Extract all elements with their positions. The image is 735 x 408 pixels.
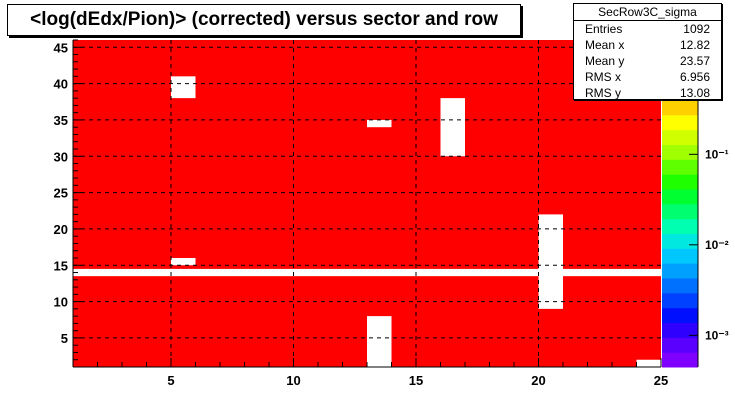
chart-title: <log(dEdx/Pion)> (corrected) versus sect… [30,9,498,30]
color-scale-label: 10⁻³ [705,328,729,342]
color-scale-segment [662,174,698,190]
stats-rmsx-label: RMS x [585,70,621,84]
y-tick-label: 45 [54,40,68,55]
y-tick-label: 25 [54,186,68,201]
stats-row-meanx: Mean x 12.82 [574,37,721,53]
color-scale-segment [662,307,698,323]
color-scale-segment [662,218,698,234]
stats-meanx-label: Mean x [585,38,625,52]
x-tick-label: 20 [531,373,545,388]
empty-bin [367,316,392,367]
empty-bin [538,214,563,309]
stats-rmsy-label: RMS y [585,86,621,100]
y-tick-label: 5 [61,331,68,346]
x-tick-label: 10 [286,373,300,388]
chart-title-box: <log(dEdx/Pion)> (corrected) versus sect… [7,4,521,36]
color-scale-label: 10⁻² [705,238,729,252]
color-scale-segment [662,278,698,294]
color-scale-segment [662,189,698,205]
stats-box: SecRow3C_sigma Entries 1092 Mean x 12.82… [573,3,722,100]
color-scale-segment [662,292,698,309]
stats-rmsy-value: 13.08 [679,86,710,100]
color-scale-segment [662,114,698,131]
x-tick-label: 5 [167,373,174,388]
color-scale-segment [662,144,698,160]
color-scale-segment [662,352,698,368]
y-tick-label: 40 [54,77,68,92]
y-tick-label: 10 [54,295,68,310]
y-tick-label: 20 [54,222,68,237]
empty-bin [73,268,661,277]
y-tick-label: 15 [54,258,68,273]
color-scale-segment [662,337,698,353]
stats-row-entries: Entries 1092 [574,21,721,37]
color-scale-segment [662,100,698,116]
color-scale-segment [662,203,698,220]
y-tick-label: 30 [54,149,68,164]
stats-rmsx-value: 6.956 [679,70,710,84]
empty-bin [440,98,465,157]
stats-entries-value: 1092 [683,22,710,36]
empty-bin [171,76,196,99]
x-tick-label: 25 [654,373,668,388]
x-tick-label: 15 [409,373,423,388]
empty-bin [367,119,392,128]
stats-row-rmsx: RMS x 6.956 [574,69,721,85]
stats-name: SecRow3C_sigma [574,4,721,21]
empty-bin [636,359,661,367]
color-scale-label: 10⁻¹ [705,147,729,161]
plot-area: 5 10 15 20 25 5 10 15 20 25 30 35 40 45 [54,39,668,388]
y-tick-label: 35 [54,113,68,128]
stats-row-meany: Mean y 23.57 [574,53,721,69]
stats-meanx-value: 12.82 [679,38,710,52]
color-scale-segment [662,263,698,279]
color-scale-segment [662,159,698,175]
stats-meany-label: Mean y [585,54,625,68]
color-scale-segment [662,129,698,145]
color-scale-segment [662,322,698,338]
color-scale-segment [662,248,698,264]
empty-bin [171,258,196,266]
color-scale-segment [662,233,698,249]
color-scale-bar: 10⁻¹ 10⁻² 10⁻³ [662,100,729,368]
stats-row-rmsy: RMS y 13.08 [574,85,721,101]
stats-entries-label: Entries [585,22,623,36]
stats-meany-value: 23.57 [679,54,710,68]
